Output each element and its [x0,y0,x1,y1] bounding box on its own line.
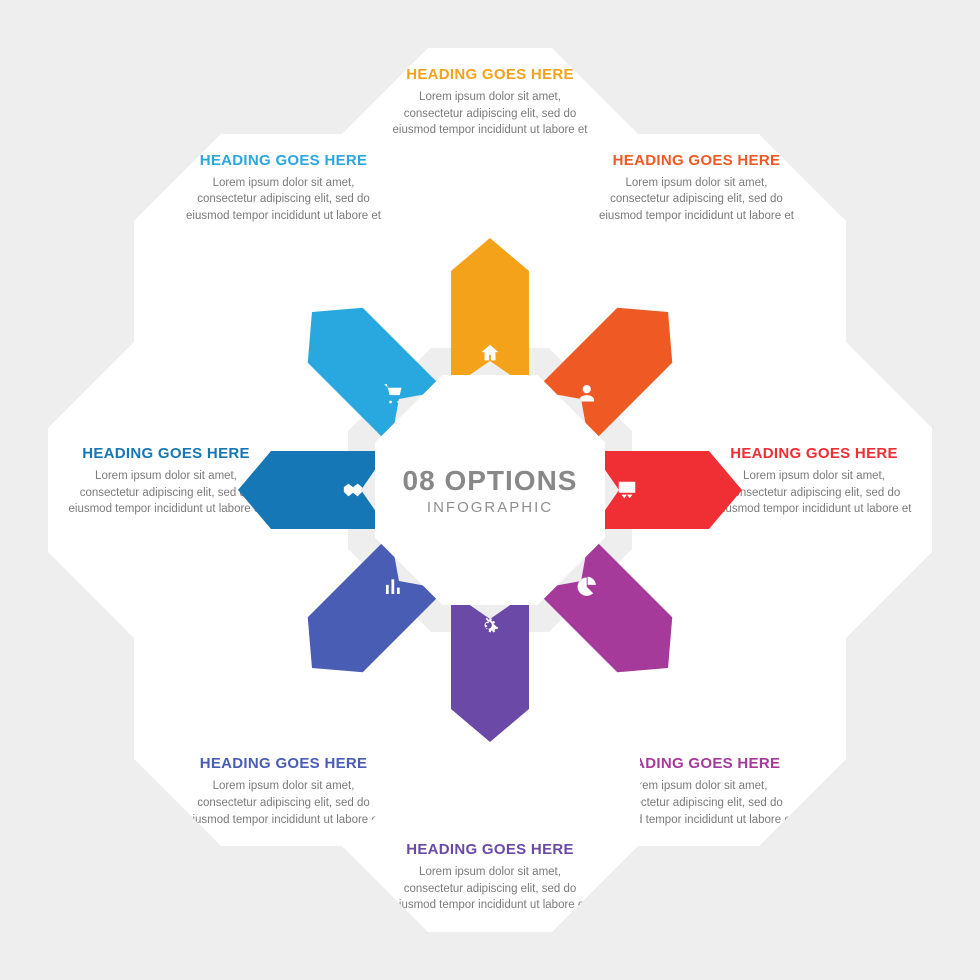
ring-arm-0 [451,238,529,388]
ring-arm-4 [451,592,529,742]
option-heading: HEADING GOES HERE [184,152,384,169]
gears-icon [479,616,501,638]
option-body: Lorem ipsum dolor sit amet, consectetur … [184,778,384,828]
option-content-0: HEADING GOES HERE Lorem ipsum dolor sit a… [390,66,590,139]
option-content-2: HEADING GOES HERE Lorem ipsum dolor sit a… [714,445,914,518]
ring-arm-6 [238,451,388,529]
option-heading: HEADING GOES HERE [390,66,590,83]
option-heading: HEADING GOES HERE [66,445,266,462]
user-icon [576,382,598,404]
option-heading: HEADING GOES HERE [596,152,796,169]
option-content-1: HEADING GOES HERE Lorem ipsum dolor sit a… [596,152,796,225]
handshake-icon [342,479,364,501]
option-body: Lorem ipsum dolor sit amet, consectetur … [714,468,914,518]
option-heading: HEADING GOES HERE [184,755,384,772]
option-content-5: HEADING GOES HERE Lorem ipsum dolor sit a… [184,755,384,828]
center-subtitle: INFOGRAPHIC [427,499,553,516]
center-title: 08 OPTIONS [403,465,578,497]
barchart-icon [382,576,404,598]
home-icon [479,342,501,364]
option-body: Lorem ipsum dolor sit amet, consectetur … [66,468,266,518]
option-content-4: HEADING GOES HERE Lorem ipsum dolor sit a… [390,841,590,914]
option-content-7: HEADING GOES HERE Lorem ipsum dolor sit a… [184,152,384,225]
option-body: Lorem ipsum dolor sit amet, consectetur … [596,175,796,225]
ring-arm-2 [592,451,742,529]
pie-icon [576,576,598,598]
option-heading: HEADING GOES HERE [714,445,914,462]
option-body: Lorem ipsum dolor sit amet, consectetur … [390,89,590,139]
option-body: Lorem ipsum dolor sit amet, consectetur … [184,175,384,225]
option-body: Lorem ipsum dolor sit amet, consectetur … [390,864,590,914]
option-heading: HEADING GOES HERE [390,841,590,858]
presentation-icon [616,479,638,501]
option-content-6: HEADING GOES HERE Lorem ipsum dolor sit a… [66,445,266,518]
center-octagon: 08 OPTIONS INFOGRAPHIC [375,375,605,605]
cart-icon [382,382,404,404]
